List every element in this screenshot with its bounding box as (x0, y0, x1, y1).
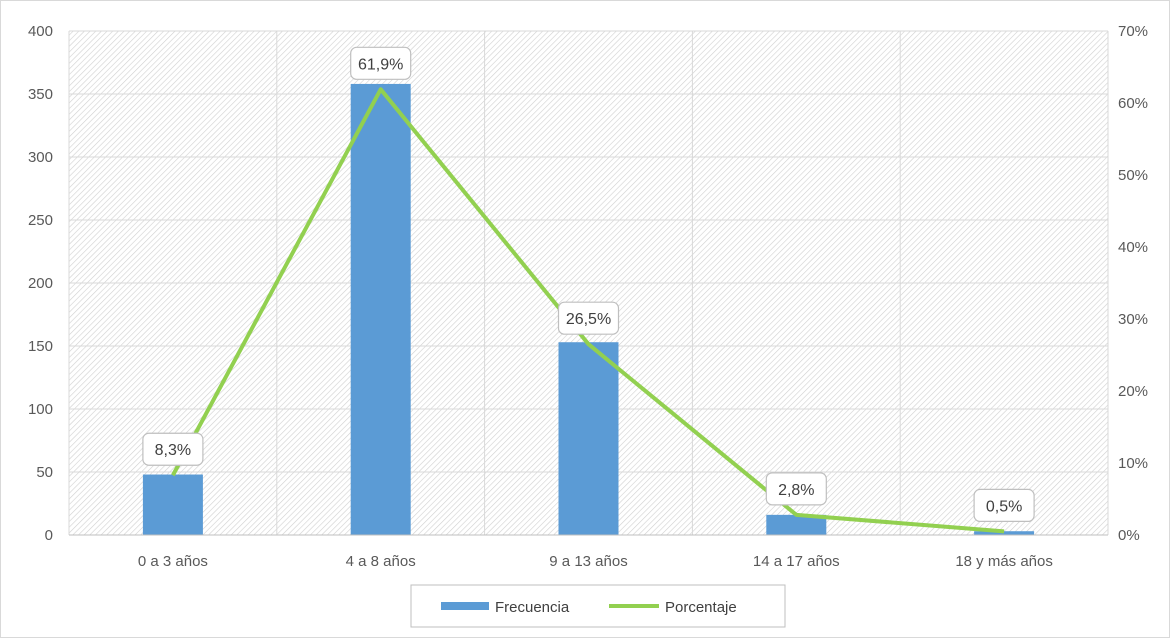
bar (974, 531, 1035, 535)
y-right-tick-label: 0% (1118, 527, 1140, 544)
x-tick-label: 4 a 8 años (346, 553, 416, 570)
y-left-tick-label: 200 (28, 275, 53, 292)
y-left-tick-label: 350 (28, 86, 53, 103)
data-label-text: 0,5% (986, 498, 1022, 515)
bar (766, 514, 827, 535)
y-left-tick-label: 250 (28, 212, 53, 229)
x-tick-label: 14 a 17 años (753, 553, 840, 570)
legend-label: Frecuencia (495, 599, 570, 616)
y-right-tick-label: 60% (1118, 95, 1148, 112)
y-left-tick-label: 0 (45, 527, 53, 544)
legend-label: Porcentaje (665, 599, 737, 616)
series-line (171, 87, 1005, 534)
x-axis: 0 a 3 años 4 a 8 años 9 a 13 años 14 a 17 a… (69, 534, 1108, 570)
legend-item-frecuencia: Frecuencia (441, 599, 570, 616)
y-left-tick-label: 400 (28, 23, 53, 40)
data-label: 26,5% (557, 301, 620, 335)
data-label-text: 26,5% (566, 311, 611, 328)
y-right-tick-label: 10% (1118, 455, 1148, 472)
data-labels: 8,3% 61,9% 26,5% 2,8% 0,5% (142, 46, 1035, 522)
x-tick-label: 9 a 13 años (549, 553, 627, 570)
legend-swatch-bar (441, 602, 489, 610)
bar (350, 83, 411, 536)
data-label-box (557, 301, 620, 335)
bar-series-frecuencia (142, 83, 1035, 536)
y-right-tick-label: 40% (1118, 239, 1148, 256)
data-label-box (973, 488, 1035, 522)
data-label: 61,9% (350, 46, 412, 80)
data-label-box (142, 432, 204, 466)
data-label: 2,8% (765, 472, 827, 506)
y-left-tick-label: 50 (36, 464, 53, 481)
y-right-tick-label: 20% (1118, 383, 1148, 400)
x-tick-label: 0 a 3 años (138, 553, 208, 570)
line-series-porcentaje (171, 87, 1005, 534)
data-label: 8,3% (142, 432, 204, 466)
y-right-tick-label: 70% (1118, 23, 1148, 40)
y-right-tick-label: 50% (1118, 167, 1148, 184)
x-tick-label: 18 y más años (955, 553, 1053, 570)
y-left-tick-label: 100 (28, 401, 53, 418)
y-axis-right: 0% 10% 20% 30% 40% 50% 60% 70% (1118, 23, 1148, 544)
data-label-text: 61,9% (358, 56, 403, 73)
y-right-tick-label: 30% (1118, 311, 1148, 328)
data-label-box (350, 46, 412, 80)
y-left-tick-label: 150 (28, 338, 53, 355)
bar (142, 474, 203, 535)
data-label: 0,5% (973, 488, 1035, 522)
data-label-text: 8,3% (155, 442, 191, 459)
y-axis-left: 0 50 100 150 200 250 300 350 400 (28, 23, 53, 544)
legend: Frecuencia Porcentaje (410, 584, 786, 628)
legend-item-porcentaje: Porcentaje (609, 599, 737, 616)
y-left-tick-label: 300 (28, 149, 53, 166)
data-label-box (765, 472, 827, 506)
data-label-text: 2,8% (778, 482, 814, 499)
bar (558, 342, 619, 535)
